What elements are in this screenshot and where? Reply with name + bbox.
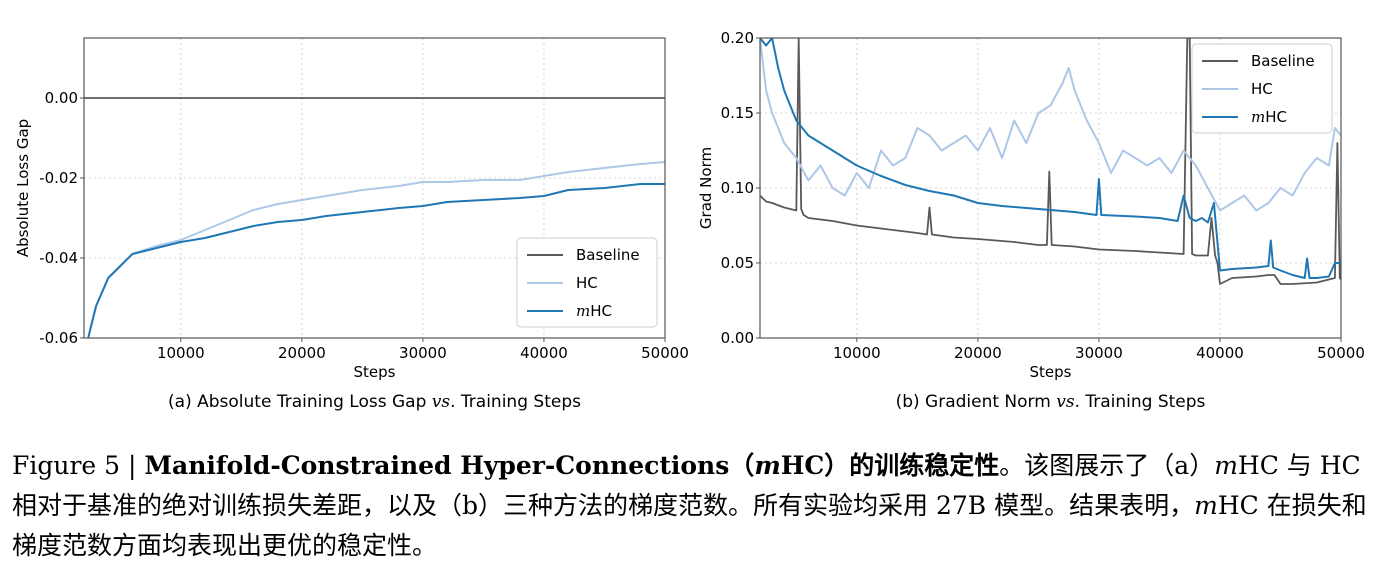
y-axis-label: Grad Norm [697, 147, 715, 229]
y-tick-label: -0.06 [39, 329, 78, 347]
series-line-mhc [87, 183, 665, 338]
series-line-mhc [760, 38, 1341, 279]
legend-label-mhc: mHC [1251, 108, 1287, 126]
legend-label-baseline: Baseline [576, 246, 640, 264]
y-tick-label: 0.00 [45, 89, 78, 107]
caption-title-a: Manifold-Constrained Hyper-Connections（ [144, 451, 755, 480]
caption-body-m1: m [1214, 451, 1238, 480]
y-axis-label: Absolute Loss Gap [14, 119, 32, 257]
x-tick-label: 20000 [954, 344, 1002, 362]
y-tick-label: 0.05 [721, 254, 754, 272]
x-tick-label: 10000 [157, 344, 205, 362]
caption-title-b: HC）的训练稳定性 [780, 451, 1000, 480]
legend-box [516, 237, 658, 328]
caption-body-3: HC 在损失和梯度范数方面均表现出更优的稳定性。 [12, 491, 1367, 560]
chart-b: 10000 20000 30000 40000 50000 0.00 0.05 0.10 0.1… [697, 29, 1365, 412]
legend-label-baseline: Baseline [1251, 52, 1315, 70]
series-line-baseline [760, 38, 1341, 285]
caption-body-1: 。该图展示了（a） [999, 451, 1215, 480]
x-tick-label: 30000 [1075, 344, 1123, 362]
x-tick-label: 20000 [278, 344, 326, 362]
caption-body-m2: m [1194, 491, 1218, 520]
legend: Baseline HC mHC [1191, 43, 1333, 134]
x-tick-label: 30000 [399, 344, 447, 362]
chart-a: 10000 20000 30000 40000 50000 0.00 -0.02 -0.04 -… [14, 37, 689, 412]
y-tick-label: 0.10 [721, 179, 754, 197]
series-line-hc [760, 38, 1341, 212]
legend-label-mhc: mHC [576, 302, 612, 320]
legend-label-hc: HC [576, 274, 598, 292]
y-tick-label: 0.00 [721, 329, 754, 347]
caption-title-m: m [754, 451, 781, 480]
x-tick-label: 40000 [1196, 344, 1244, 362]
x-axis-label: Steps [1030, 363, 1072, 381]
x-tick-label: 50000 [1317, 344, 1365, 362]
caption-body-2: HC 与 HC 相对于基准的绝对训练损失差距，以及（b）三种方法的梯度范数。所有… [12, 451, 1361, 520]
caption-figure-label: Figure 5 | [12, 451, 145, 480]
caption-title: Manifold-Constrained Hyper-Connections（m… [144, 451, 999, 480]
x-axis-label: Steps [354, 363, 396, 381]
plot-frame [83, 37, 666, 339]
y-tick-label: -0.04 [39, 249, 78, 267]
x-tick-label: 10000 [833, 344, 881, 362]
legend-box [1191, 43, 1333, 134]
x-tick-label: 40000 [520, 344, 568, 362]
y-tick-label: 0.15 [721, 104, 754, 122]
x-tick-label: 50000 [641, 344, 689, 362]
y-tick-label: -0.02 [39, 169, 78, 187]
figure: 10000 20000 30000 40000 50000 0.00 -0.02 -0.04 -… [14, 29, 1365, 412]
figure-caption: Figure 5 | Manifold-Constrained Hyper-Co… [12, 446, 1378, 566]
subfigure-label: (b) Gradient Norm vs. Training Steps [896, 392, 1206, 412]
legend-label-hc: HC [1251, 80, 1273, 98]
subfigure-label: (a) Absolute Training Loss Gap vs. Train… [168, 392, 581, 412]
y-tick-label: 0.20 [721, 29, 754, 47]
legend: Baseline HC mHC [516, 237, 658, 328]
